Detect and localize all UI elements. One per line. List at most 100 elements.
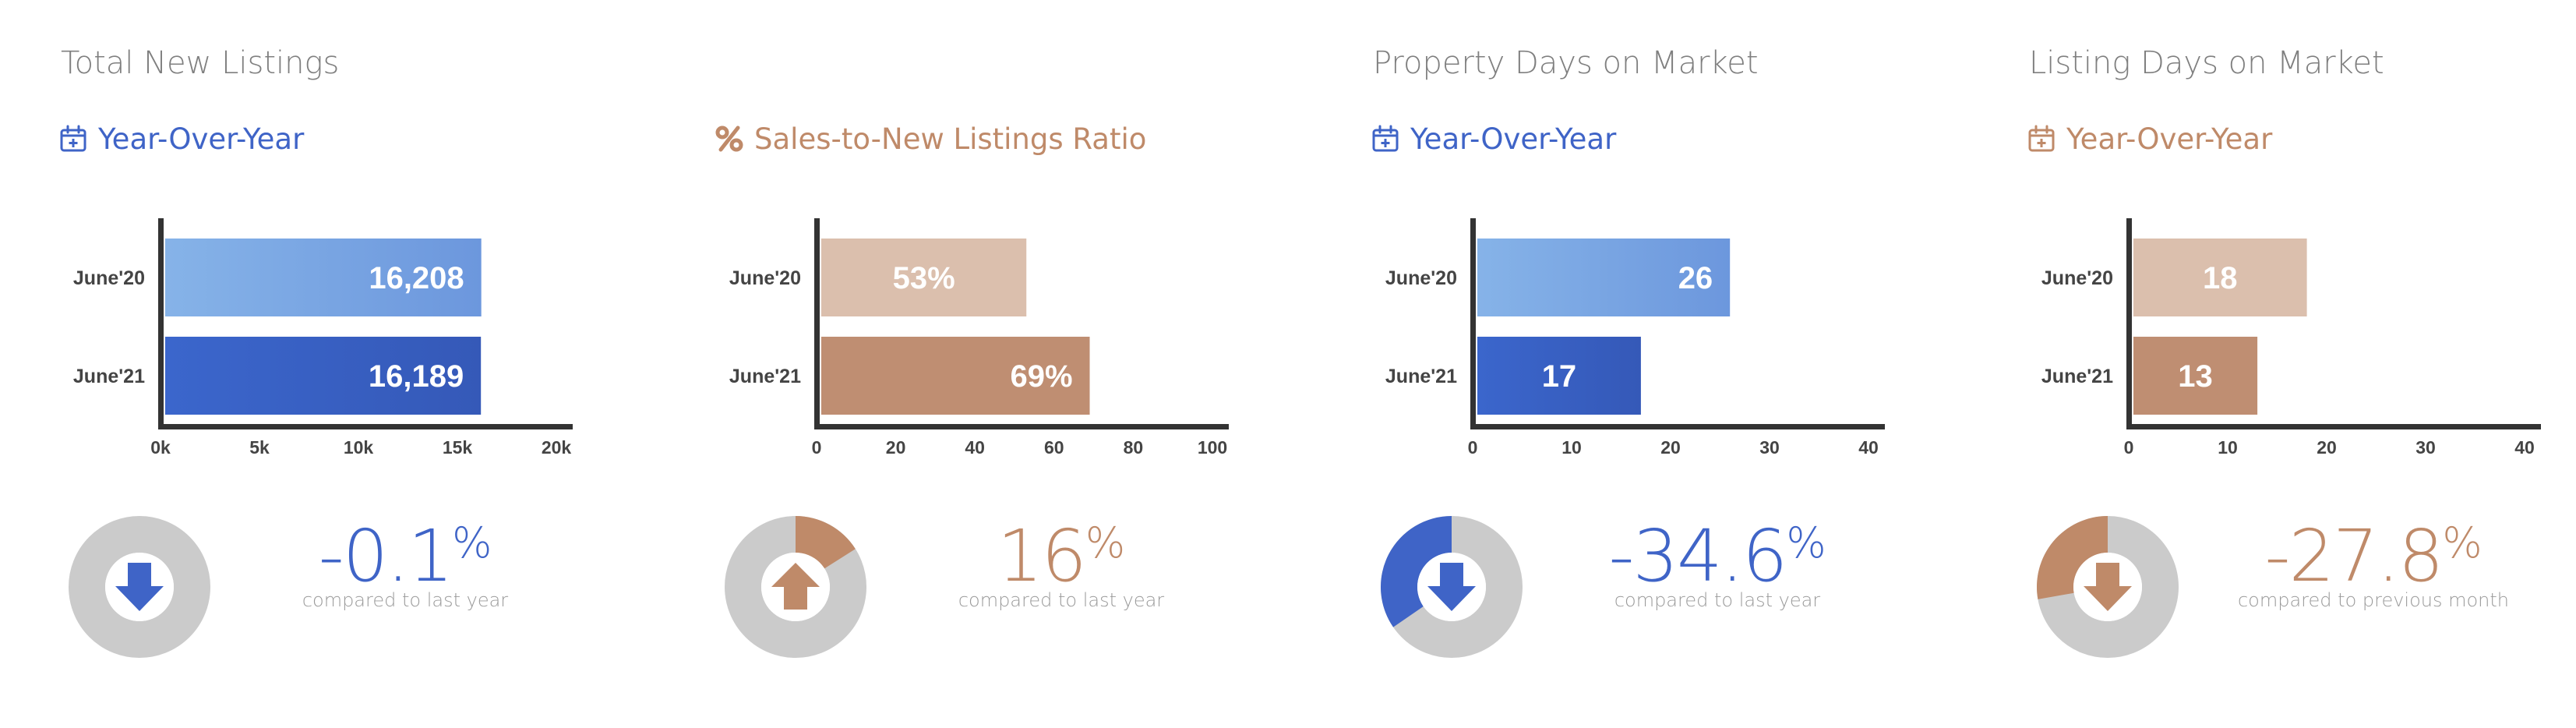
bar-value-label: 53% <box>893 261 955 295</box>
panel-subtitle: Year-Over-Year <box>2027 118 2272 159</box>
category-label: June'20 <box>729 267 801 289</box>
y-axis <box>158 218 164 429</box>
bar-chart: June'20 26 June'21 17 0 10 20 30 40 <box>1385 218 1885 458</box>
change-number: -27.8 <box>2264 514 2444 598</box>
change-value: -0.1% <box>288 514 522 598</box>
x-tick-label: 10k <box>344 437 374 458</box>
bar-june21 <box>2133 337 2258 415</box>
x-tick-label: 80 <box>1124 437 1144 458</box>
x-axis <box>814 424 1229 429</box>
change-donut <box>1381 516 1523 658</box>
bar-value-label: 18 <box>2203 261 2238 295</box>
x-tick-label: 10 <box>2218 437 2238 458</box>
donut-segment <box>796 516 856 569</box>
x-tick-label: 30 <box>2415 437 2436 458</box>
bar-value-label: 69% <box>1010 359 1072 394</box>
category-label: June'20 <box>1385 267 1457 289</box>
arrow-up-icon <box>771 563 820 610</box>
change-number: 16 <box>997 514 1087 598</box>
change-unit: % <box>1786 518 1826 567</box>
bar-chart: June'20 16,208 June'21 16,189 0k 5k 10k 15k 20k <box>73 218 573 458</box>
y-axis <box>1470 218 1476 429</box>
compare-text: compared to previous month <box>2237 589 2510 611</box>
change-donut <box>69 516 210 658</box>
percent-icon <box>715 125 743 153</box>
calendar-plus-icon <box>59 125 87 153</box>
subtitle-text: Year-Over-Year <box>1410 122 1617 156</box>
category-label: June'21 <box>73 366 145 387</box>
donut-segment <box>1381 516 1452 627</box>
x-tick-label: 20k <box>542 437 572 458</box>
panel-subtitle: Year-Over-Year <box>59 118 304 159</box>
x-tick-label: 15k <box>443 437 473 458</box>
x-axis <box>2126 424 2541 429</box>
x-tick-label: 40 <box>2514 437 2535 458</box>
bar-june21 <box>821 337 1090 415</box>
category-label: June'21 <box>729 366 801 387</box>
change-value: 16% <box>944 514 1178 598</box>
x-tick-label: 0 <box>2124 437 2134 458</box>
subtitle-text: Year-Over-Year <box>2066 122 2273 156</box>
x-tick-label: 40 <box>1858 437 1879 458</box>
bar-june21 <box>1477 337 1641 415</box>
bar-value-label: 16,208 <box>369 261 464 295</box>
y-axis <box>2126 218 2132 429</box>
panel-title: Total New Listings <box>61 45 340 81</box>
x-tick-label: 30 <box>1759 437 1780 458</box>
x-tick-label: 60 <box>1044 437 1064 458</box>
change-donut <box>2037 516 2179 658</box>
subtitle-text: Sales-to-New Listings Ratio <box>754 122 1147 156</box>
x-tick-label: 0 <box>812 437 822 458</box>
category-label: June'20 <box>73 267 145 289</box>
y-axis <box>814 218 820 429</box>
calendar-plus-icon <box>1371 125 1399 153</box>
panel-title: Property Days on Market <box>1373 45 1759 81</box>
change-unit: % <box>2442 518 2482 567</box>
donut-segment <box>2037 516 2108 599</box>
panel-subtitle: Year-Over-Year <box>1371 118 1616 159</box>
category-label: June'21 <box>1385 366 1457 387</box>
compare-text: compared to last year <box>302 589 509 611</box>
category-label: June'21 <box>2041 366 2113 387</box>
x-tick-label: 0 <box>1468 437 1478 458</box>
bar-june20 <box>165 239 482 316</box>
x-tick-label: 5k <box>249 437 270 458</box>
bar-value-label: 17 <box>1542 359 1577 394</box>
change-unit: % <box>452 518 492 567</box>
x-axis <box>1470 424 1885 429</box>
panel-title: Listing Days on Market <box>2029 45 2384 81</box>
change-value: -34.6% <box>1600 514 1834 598</box>
bar-value-label: 16,189 <box>369 359 464 394</box>
bar-june20 <box>821 239 1027 316</box>
x-tick-label: 20 <box>886 437 906 458</box>
panel-listing-days-on-market: Listing Days on Market Year-Over-Year Ju… <box>1968 0 2576 728</box>
panel-subtitle: Sales-to-New Listings Ratio <box>715 118 1146 159</box>
panel-property-days-on-market: Property Days on Market Year-Over-Year J… <box>1312 0 1956 728</box>
bar-chart: June'20 53% June'21 69% 0 20 40 60 80 100 <box>729 218 1229 458</box>
bar-june20 <box>1477 239 1731 316</box>
change-number: -34.6 <box>1608 514 1787 598</box>
bar-june20 <box>2133 239 2307 316</box>
x-tick-label: 20 <box>2317 437 2337 458</box>
change-number: -0.1 <box>318 514 454 598</box>
panel-total-new-listings: Total New Listings Year-Over-Year June'2… <box>0 0 644 728</box>
arrow-down-icon <box>115 563 164 611</box>
change-unit: % <box>1085 518 1126 567</box>
compare-text: compared to last year <box>1614 589 1821 611</box>
x-tick-label: 0k <box>150 437 171 458</box>
bar-june21 <box>165 337 482 415</box>
x-tick-label: 10 <box>1561 437 1582 458</box>
x-tick-label: 100 <box>1198 437 1227 458</box>
category-label: June'20 <box>2041 267 2113 289</box>
arrow-down-icon <box>1427 563 1476 611</box>
change-donut <box>725 516 866 658</box>
bar-value-label: 26 <box>1678 261 1713 295</box>
x-tick-label: 20 <box>1660 437 1681 458</box>
subtitle-text: Year-Over-Year <box>98 122 305 156</box>
calendar-plus-icon <box>2027 125 2056 153</box>
bar-value-label: 13 <box>2178 359 2213 394</box>
panel-sales-to-new-listings-ratio: Sales-to-New Listings Ratio June'20 53% Ju… <box>656 0 1300 728</box>
change-value: -27.8% <box>2257 514 2490 598</box>
x-tick-label: 40 <box>965 437 985 458</box>
bar-chart: June'20 18 June'21 13 0 10 20 30 40 <box>2041 218 2541 458</box>
